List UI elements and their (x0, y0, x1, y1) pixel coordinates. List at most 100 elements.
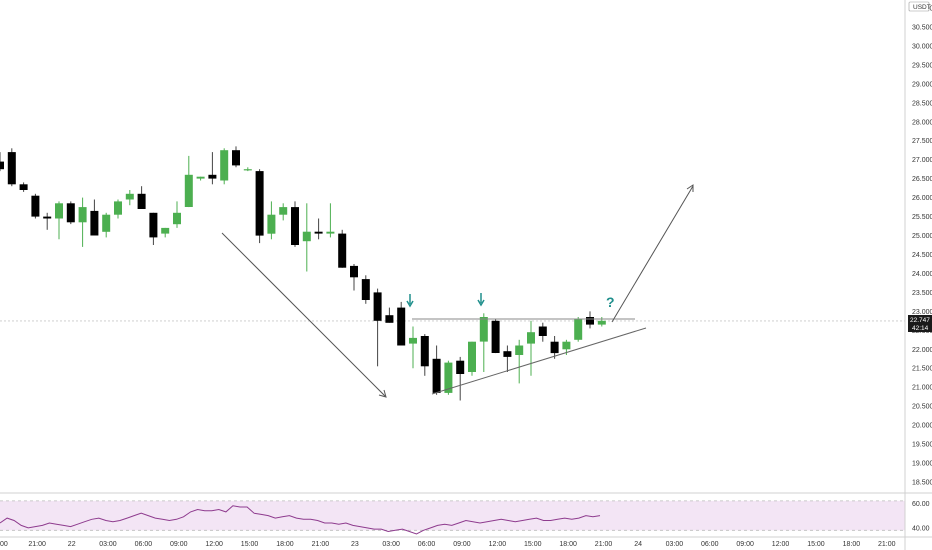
bullish-candle (267, 214, 276, 234)
down-arrow-icon (477, 293, 485, 307)
price-tick-label: 19.500 (912, 442, 932, 449)
bullish-candle (562, 341, 571, 350)
bearish-candle (385, 315, 394, 323)
bullish-candle (326, 231, 335, 234)
price-tick-label: 30.000 (912, 43, 932, 50)
bullish-candle (468, 341, 476, 372)
bullish-candle (527, 332, 535, 344)
bullish-candle (161, 227, 170, 234)
price-tick-label: 21.500 (912, 366, 932, 373)
bearish-candle (586, 317, 594, 325)
time-tick-label: 15:00 (524, 541, 542, 548)
bullish-candle (196, 176, 205, 179)
time-tick-label: 06:00 (701, 541, 719, 548)
time-axis[interactable]: 00 21:00 22 03:00 06:00 09:00 12:00 15:00 18:00 2… (0, 541, 896, 548)
price-tick-label: 18.500 (912, 480, 932, 487)
bearish-candle (397, 307, 406, 346)
time-tick-label: 24 (634, 541, 642, 548)
bullish-candle (515, 345, 524, 355)
bearish-candle (291, 207, 299, 245)
bearish-candle (7, 152, 16, 185)
price-tick-label: 29.000 (912, 81, 932, 88)
price-tick-label: 29.500 (912, 62, 932, 69)
bullish-candle (78, 207, 87, 223)
price-tick-label: 23.500 (912, 290, 932, 297)
time-tick-label: 09:00 (453, 541, 471, 548)
bullish-candle (243, 169, 252, 171)
bullish-candle (102, 214, 111, 232)
time-tick-label: 03:00 (382, 541, 400, 548)
bearish-candle (90, 210, 99, 236)
bearish-candle (255, 171, 264, 236)
bearish-candle (503, 351, 512, 357)
time-tick-label: 06:00 (418, 541, 436, 548)
bearish-candle (338, 233, 347, 268)
bullish-candle (279, 207, 288, 215)
downtrend-arrow-line (221, 232, 386, 397)
time-tick-label: 18:00 (559, 541, 577, 548)
bullish-candle (479, 317, 488, 342)
current-price-value: 22.747 (910, 317, 930, 324)
time-tick-label: 23 (351, 541, 359, 548)
price-tick-label: 26.000 (912, 195, 932, 202)
current-price-badge: 22.747 42:14 (908, 315, 932, 332)
bearish-candle (232, 150, 240, 166)
time-tick-label: 15:00 (807, 541, 825, 548)
oscillator-tick-label: 40.00 (912, 525, 930, 532)
price-tick-label: 27.000 (912, 157, 932, 164)
time-tick-label: 03:00 (99, 541, 117, 548)
time-tick-label: 03:00 (666, 541, 684, 548)
time-tick-label: 12:00 (489, 541, 507, 548)
time-tick-label: 15:00 (241, 541, 259, 548)
chart-drawings: ? (221, 184, 694, 398)
bullish-candle (114, 201, 122, 215)
price-tick-label: 25.500 (912, 214, 932, 221)
time-tick-label: 18:00 (843, 541, 861, 548)
downtrend-arrow-head (378, 389, 387, 398)
price-tick-label: 21.000 (912, 385, 932, 392)
bearish-candle (0, 161, 4, 170)
bearish-candle (538, 326, 547, 336)
bearish-candle (137, 193, 146, 209)
bearish-candle (373, 292, 382, 321)
bearish-candle (314, 231, 323, 234)
bullish-candle (574, 318, 583, 340)
time-tick-label: 00 (0, 541, 8, 548)
bearish-candle (432, 358, 441, 393)
time-tick-label: 21:00 (28, 541, 46, 548)
rising-support-trendline (431, 327, 647, 395)
bearish-candle (149, 212, 158, 238)
bullish-candle (597, 320, 606, 325)
oscillator-line (0, 505, 601, 535)
bearish-candle (491, 320, 500, 353)
bullish-candle (173, 212, 181, 225)
bullish-candle (302, 231, 311, 242)
breakout-arrow-head (686, 184, 694, 192)
question-mark-annotation: ? (606, 294, 615, 310)
bearish-candle (66, 203, 75, 223)
oscillator-axis[interactable]: 60.00 40.00 (912, 501, 930, 533)
bearish-candle (208, 174, 217, 179)
price-tick-label: 30.500 (912, 25, 932, 32)
price-tick-label: 24.500 (912, 252, 932, 259)
bearish-candle (31, 195, 40, 217)
time-tick-label: 21:00 (595, 541, 613, 548)
bullish-candle (444, 362, 453, 393)
price-tick-label: 24.000 (912, 271, 932, 278)
bearish-candle (361, 279, 370, 300)
time-tick-label: 21:00 (312, 541, 330, 548)
price-tick-label: 25.000 (912, 233, 932, 240)
bullish-candle (184, 174, 193, 207)
price-tick-label: 20.000 (912, 423, 932, 430)
currency-badge (908, 1, 930, 12)
price-tick-label: 20.500 (912, 404, 932, 411)
price-axis[interactable]: 31.00030.50030.00029.50029.00028.50028.0… (912, 6, 932, 487)
time-tick-label: 06:00 (135, 541, 153, 548)
time-tick-label: 09:00 (170, 541, 188, 548)
bearish-candle (456, 360, 465, 374)
time-tick-label: 09:00 (736, 541, 754, 548)
down-arrow-icon (406, 294, 414, 308)
bullish-candle (55, 203, 63, 219)
